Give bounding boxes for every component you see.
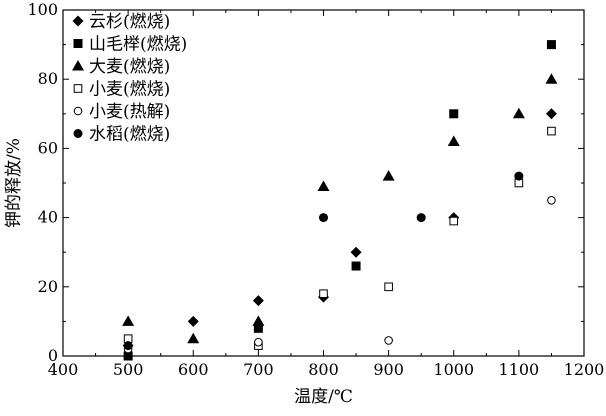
data-point-series-3 — [252, 315, 265, 326]
data-point-series-5 — [384, 336, 393, 345]
data-point-series-4 — [449, 216, 459, 226]
data-point-series-2 — [123, 351, 133, 361]
legend-label-3: 大麦(燃烧) — [89, 57, 170, 77]
legend-label-5: 小麦(热解) — [89, 102, 170, 122]
legend-label-6: 水稻(燃烧) — [89, 125, 170, 145]
y-tick-label: 100 — [27, 0, 58, 19]
x-tick-label: 800 — [308, 360, 339, 379]
x-tick-label: 700 — [243, 360, 274, 379]
data-point-series-4 — [547, 126, 556, 136]
axis-ticks — [62, 9, 585, 357]
data-point-series-3 — [187, 332, 200, 344]
legend: 云杉(燃烧) 山毛榉(燃烧)大麦(燃烧) 小麦(燃烧)小麦(热解) 水稻(燃烧) — [72, 12, 187, 145]
y-tick-label: 60 — [38, 138, 58, 157]
data-point-series-4 — [384, 282, 393, 292]
data-point-series-1 — [350, 246, 362, 258]
data-point-series-1 — [545, 108, 557, 120]
data-point-series-6 — [123, 341, 133, 351]
data-point-series-1 — [252, 295, 264, 307]
y-tick-label: 0 — [48, 346, 58, 365]
x-tick-label: 1100 — [499, 360, 540, 379]
legend-marker-6 — [73, 129, 83, 138]
data-point-series-2 — [449, 109, 459, 119]
data-point-series-3 — [382, 170, 395, 181]
legend-marker-3 — [72, 60, 84, 71]
data-point-series-3 — [447, 135, 460, 146]
tick-labels: 400 500 600 700 800 900 1000 1100 1200 0 20 40 60 80 1… — [27, 0, 604, 379]
data-points — [122, 40, 558, 361]
data-point-series-3 — [512, 107, 525, 119]
x-tick-label: 400 — [48, 360, 79, 379]
data-point-series-4 — [319, 289, 328, 299]
data-point-series-5 — [254, 337, 263, 347]
y-tick-label: 80 — [38, 69, 58, 88]
y-tick-label: 40 — [38, 208, 58, 227]
data-point-series-3 — [545, 73, 558, 84]
data-point-series-1 — [187, 315, 199, 327]
legend-marker-4 — [73, 84, 83, 93]
data-point-series-2 — [253, 323, 263, 333]
data-point-series-6 — [416, 213, 426, 223]
x-tick-label: 600 — [178, 360, 209, 379]
y-tick-label: 20 — [38, 277, 58, 296]
x-tick-label: 1200 — [564, 360, 605, 379]
x-axis-title: 温度/℃ — [294, 387, 353, 407]
x-tick-label: 900 — [373, 360, 404, 379]
legend-marker-1 — [72, 15, 84, 27]
legend-label-1: 云杉(燃烧) — [89, 12, 170, 32]
data-point-series-5 — [547, 196, 556, 205]
data-point-series-2 — [351, 261, 361, 271]
legend-label-4: 小麦(燃烧) — [89, 80, 170, 100]
data-point-series-6 — [319, 213, 328, 223]
data-point-series-6 — [514, 171, 524, 181]
legend-label-2: 山毛榉(燃烧) — [89, 35, 187, 55]
x-tick-label: 1000 — [433, 360, 474, 379]
y-axis-title: 钾的释放/% — [4, 138, 24, 228]
x-tick-label: 500 — [113, 360, 144, 379]
data-point-series-3 — [317, 180, 330, 191]
data-point-series-2 — [546, 40, 556, 50]
data-point-series-3 — [122, 315, 135, 326]
legend-marker-5 — [73, 106, 83, 116]
legend-marker-2 — [73, 39, 83, 48]
